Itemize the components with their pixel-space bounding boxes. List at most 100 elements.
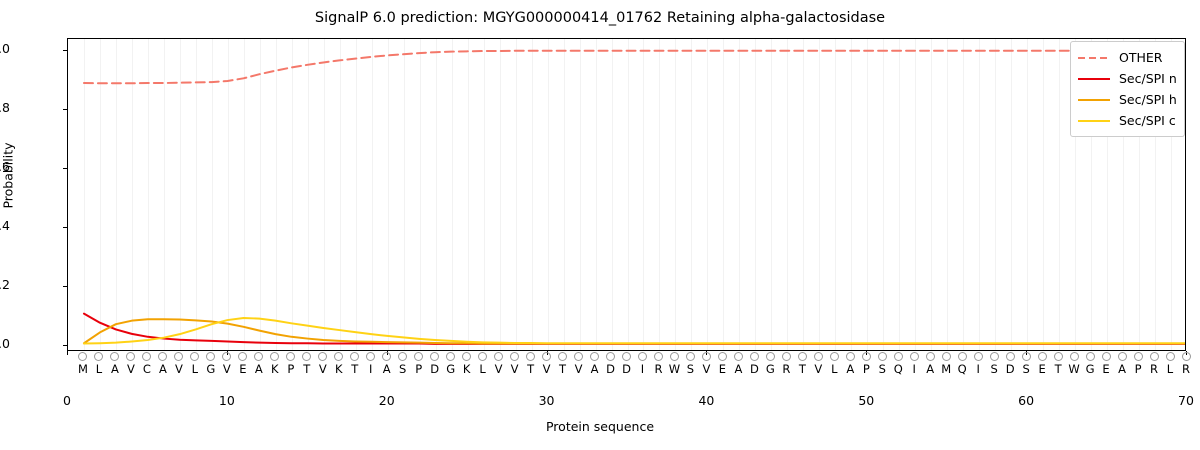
residue-item: T [1050,351,1066,377]
residue-letter: S [1022,362,1030,376]
residue-item: G [1082,351,1098,377]
residue-letter: T [351,362,359,376]
residue-marker-icon [302,352,312,361]
residue-item: S [395,351,411,377]
residue-item: W [1066,351,1082,377]
residue-marker-icon [797,352,807,361]
residue-marker-icon [622,352,631,361]
residue-item: P [283,351,299,377]
residue-item: A [251,351,267,377]
residue-item: A [587,351,603,377]
residue-marker-icon [478,352,488,361]
residue-item: D [427,351,443,377]
legend-item-sec-spi-n[interactable]: Sec/SPI n [1077,68,1177,89]
residue-item: R [1178,351,1194,377]
y-axis-label: Probability [0,142,16,209]
residue-item: K [331,351,347,377]
legend-swatch-icon [1077,115,1111,127]
y-tick-label: 0.4 [0,217,10,233]
residue-letter: V [814,362,823,376]
residue-letter: L [95,362,103,376]
residue-marker-icon [733,352,743,361]
residue-item: E [1098,351,1114,377]
y-tick-mark [63,49,67,51]
residue-marker-icon [94,352,104,361]
residue-letter: M [941,362,952,376]
residue-marker-icon [126,352,136,361]
residue-letter: A [254,362,263,376]
residue-item: L [1162,351,1178,377]
residue-marker-icon [925,352,935,361]
residue-marker-icon [637,352,647,361]
residue-item: T [299,351,315,377]
residue-letter: E [1102,362,1110,376]
residue-letter: L [479,362,486,376]
residue-letter: K [462,362,471,376]
x-tick-label: 0 [63,393,71,408]
residue-letter: K [271,362,279,376]
residue-item: S [1018,351,1034,377]
residue-marker-icon [510,352,520,361]
residue-letter: I [912,362,916,376]
residue-item: T [347,351,363,377]
residue-letter: T [559,362,567,376]
residue-letter: L [1166,362,1174,376]
legend-item-sec-spi-h[interactable]: Sec/SPI h [1077,89,1177,110]
residue-marker-icon [446,352,456,361]
legend-label: Sec/SPI n [1119,71,1177,86]
residue-item: T [794,351,810,377]
residue-marker-icon [653,352,663,361]
legend-item-other[interactable]: OTHER [1077,47,1177,68]
residue-item: L [91,351,107,377]
residue-letter: A [382,362,391,376]
residue-letter: V [702,362,711,376]
residue-item: V [810,351,826,377]
residue-letter: E [1038,362,1046,376]
residue-item: L [475,351,491,377]
residue-marker-icon [158,352,168,361]
residue-letter: G [765,362,775,376]
residue-letter: D [1005,362,1015,376]
residue-item: T [523,351,539,377]
residue-letter: T [1054,362,1062,376]
residue-item: D [603,351,619,377]
legend-item-sec-spi-c[interactable]: Sec/SPI c [1077,110,1177,131]
residue-marker-icon [366,352,376,361]
residue-marker-icon [254,352,264,361]
y-tick-mark [63,167,67,169]
series-curves [82,49,1185,345]
residue-item: V [123,351,139,377]
residue-marker-icon [829,352,839,361]
residue-letter: P [415,362,423,376]
residue-item: K [267,351,283,377]
residue-marker-icon [957,352,967,361]
residue-marker-icon [877,352,887,361]
residue-letter: Q [957,362,967,376]
residue-marker-icon [973,352,983,361]
x-tick-label: 50 [858,393,875,408]
residue-letter: E [718,362,727,376]
residue-letter: V [127,362,135,376]
residue-letter: A [590,362,599,376]
residue-item: D [746,351,762,377]
residue-item: G [203,351,219,377]
residue-letter: I [369,362,373,376]
residue-marker-icon [685,352,695,361]
residue-marker-icon [142,352,152,361]
residue-item: C [139,351,155,377]
residue-marker-icon [845,352,855,361]
residue-marker-icon [606,352,615,361]
residue-letter: K [334,362,343,376]
residue-item: S [682,351,698,377]
residue-item: E [1034,351,1050,377]
x-tick-label: 60 [1018,393,1035,408]
residue-item: A [730,351,746,377]
residue-item: W [666,351,682,377]
residue-marker-icon [1101,352,1111,361]
residue-item: A [842,351,858,377]
residue-item: V [315,351,331,377]
residue-letter: L [831,362,838,376]
residue-item: E [235,351,251,377]
